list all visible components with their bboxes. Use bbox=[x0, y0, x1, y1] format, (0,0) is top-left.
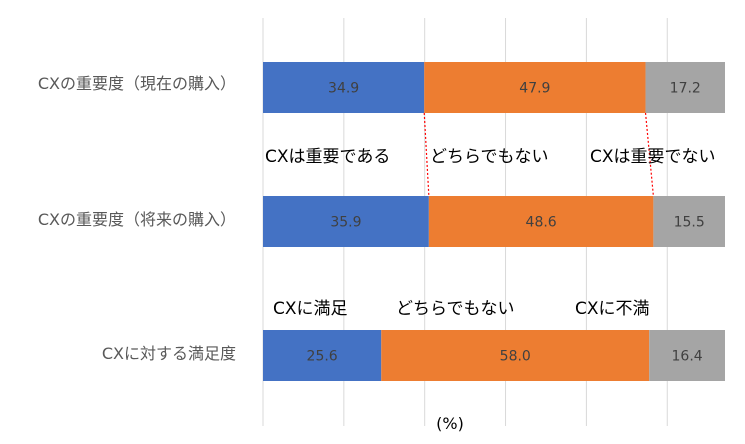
category-label-current: CXの重要度（現在の購入） bbox=[37, 74, 236, 93]
bar-segment bbox=[645, 62, 725, 113]
annotation-neutral-importance: どちらでもない bbox=[430, 147, 549, 167]
data-label: 35.9 bbox=[330, 215, 361, 231]
bar-segment bbox=[263, 196, 429, 247]
bar-segment bbox=[653, 196, 725, 247]
data-label: 48.6 bbox=[526, 215, 557, 231]
data-label: 17.2 bbox=[670, 81, 701, 97]
annotation-not-important: CXは重要でない bbox=[590, 147, 716, 167]
bar-segment bbox=[263, 330, 382, 381]
annotation-dissatisfied: CXに不満 bbox=[575, 299, 650, 319]
data-label: 34.9 bbox=[328, 81, 359, 97]
category-label-satisfaction: CXに対する満足度 bbox=[101, 344, 236, 363]
connector-line bbox=[644, 112, 654, 197]
category-label-future: CXの重要度（将来の購入） bbox=[37, 210, 236, 229]
data-label: 15.5 bbox=[674, 215, 705, 231]
annotation-important: CXは重要である bbox=[265, 147, 391, 167]
data-label: 16.4 bbox=[672, 349, 703, 365]
bar-segment bbox=[381, 330, 650, 381]
data-label: 25.6 bbox=[307, 349, 338, 365]
annotation-neutral-satisfaction: どちらでもない bbox=[396, 299, 515, 319]
data-label: 47.9 bbox=[519, 81, 550, 97]
bar-segment bbox=[424, 62, 646, 113]
axis-unit-label: (%) bbox=[436, 414, 464, 433]
annotation-satisfied: CXに満足 bbox=[273, 299, 348, 319]
bar-segment bbox=[649, 330, 725, 381]
bar-segment bbox=[263, 62, 425, 113]
data-label: 58.0 bbox=[500, 349, 531, 365]
bar-segment bbox=[428, 196, 654, 247]
connector-line bbox=[423, 112, 430, 197]
